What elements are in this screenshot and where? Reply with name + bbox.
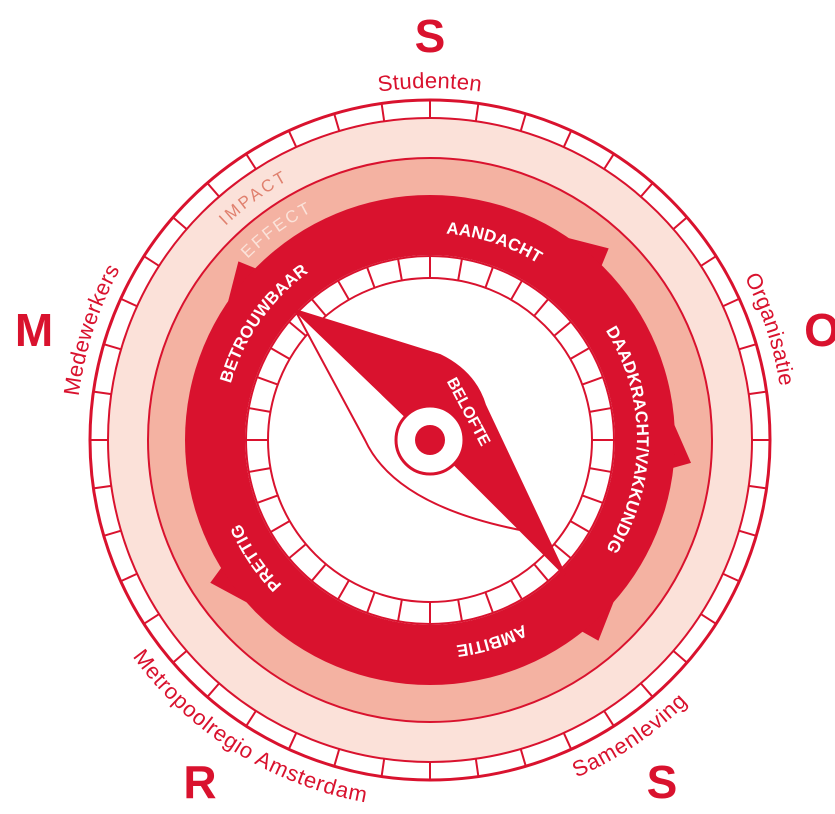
letter-bottom-left: R	[183, 756, 216, 808]
stakeholder-label: Studenten	[376, 67, 484, 96]
letter-left: M	[15, 304, 53, 356]
compass-diagram: BELOFTE S M O R S StudentenMedewerkersOr…	[0, 0, 835, 814]
needle-pivot	[415, 425, 445, 455]
letter-top: S	[415, 10, 446, 62]
letter-right: O	[804, 304, 835, 356]
stakeholder-label-text: Studenten	[376, 67, 484, 96]
letter-bottom-right: S	[647, 756, 678, 808]
